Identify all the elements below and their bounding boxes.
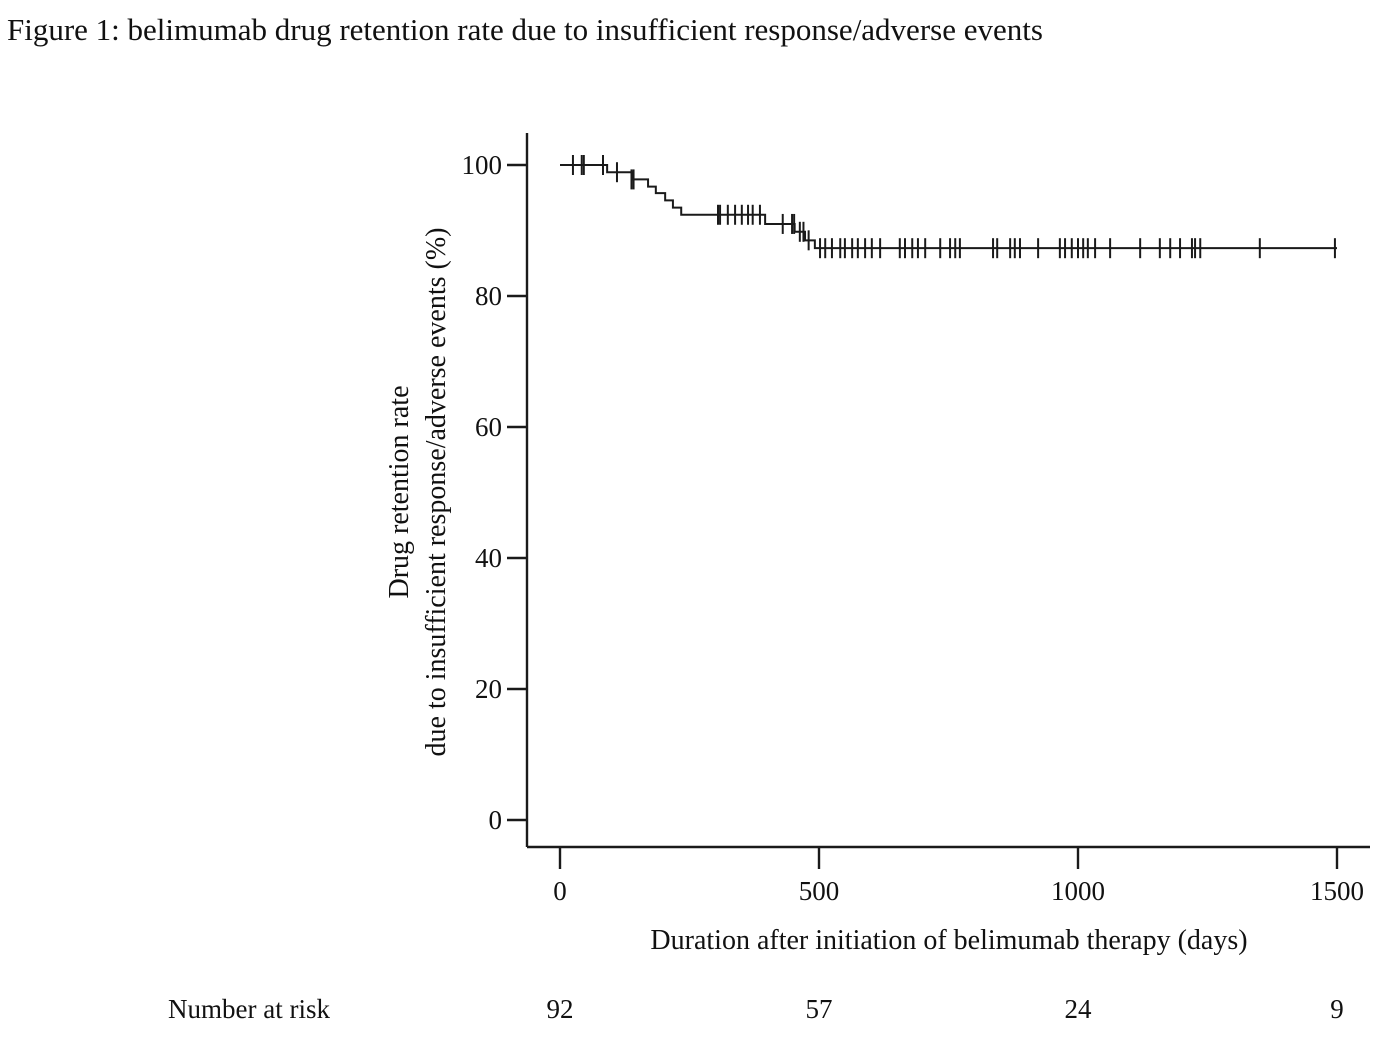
y-axis-label-line-1: Drug retention rate <box>384 385 415 599</box>
y-tick-label-80: 80 <box>475 281 502 311</box>
x-tick-label-500: 500 <box>798 876 840 906</box>
y-tick-label-60: 60 <box>475 412 502 442</box>
number-at-risk-value-day-1000: 24 <box>1064 994 1092 1024</box>
number-at-risk-value-day-0: 92 <box>546 994 574 1024</box>
number-at-risk-label: Number at risk <box>168 994 330 1024</box>
y-axis-label-line-2: due to insufficient response/adverse eve… <box>421 227 452 757</box>
x-axis-label: Duration after initiation of belimumab t… <box>650 925 1248 956</box>
y-tick-label-100: 100 <box>461 150 503 180</box>
y-tick-label-0: 0 <box>488 805 503 835</box>
x-tick-label-1000: 1000 <box>1051 876 1105 906</box>
y-tick-label-40: 40 <box>475 543 502 573</box>
x-tick-label-0: 0 <box>553 876 567 906</box>
km-step-curve <box>560 164 1337 250</box>
x-tick-label-1500: 1500 <box>1310 876 1364 906</box>
y-tick-label-20: 20 <box>475 674 502 704</box>
number-at-risk-value-day-1500: 9 <box>1330 994 1344 1024</box>
number-at-risk-value-day-500: 57 <box>805 994 833 1024</box>
figure-title: Figure 1: belimumab drug retention rate … <box>7 12 1043 47</box>
